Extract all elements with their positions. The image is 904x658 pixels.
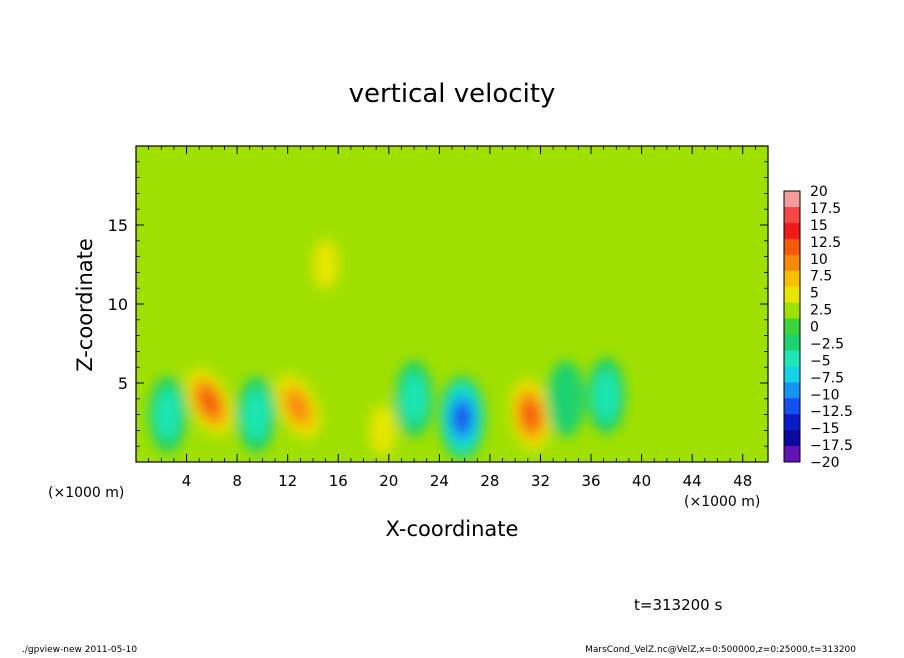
footer-right: MarsCond_VelZ.nc@VelZ,x=0:500000,z=0:250… — [585, 645, 856, 654]
field-cell-10 — [546, 360, 585, 437]
field-contour — [286, 391, 310, 423]
x-tick-label: 12 — [278, 472, 297, 490]
colorbar-label: −7.5 — [810, 370, 844, 386]
colorbar-segment — [784, 350, 800, 367]
colorbar-label: 7.5 — [810, 269, 832, 285]
colorbar: 2017.51512.5107.552.50−2.5−5−7.5−10−12.5… — [783, 184, 853, 471]
field-contour — [199, 388, 220, 416]
x-tick-label: 8 — [232, 472, 242, 490]
colorbar-segment — [784, 398, 800, 415]
x-unit-right: (×1000 m) — [684, 494, 760, 510]
colorbar-segment — [784, 334, 800, 351]
x-tick-label: 48 — [733, 472, 752, 490]
field-cell-7 — [148, 376, 187, 453]
colorbar-label: −15 — [810, 421, 840, 437]
field-cell-0 — [181, 362, 237, 442]
field-contour — [313, 240, 339, 289]
colorbar-label: −2.5 — [810, 336, 844, 352]
field-cell-9 — [395, 360, 434, 437]
colorbar-label: 17.5 — [810, 201, 841, 217]
x-tick-label: 20 — [379, 472, 398, 490]
y-axis-label: Z-coordinate — [73, 238, 97, 372]
colorbar-segment — [784, 414, 800, 431]
y-tick-label: 5 — [118, 374, 128, 393]
colorbar-segment — [784, 382, 800, 399]
field-cell-2 — [439, 375, 486, 460]
time-label: t=313200 s — [634, 596, 722, 614]
field-contour — [453, 403, 471, 433]
colorbar-label: −20 — [810, 455, 840, 471]
colorbar-label: 12.5 — [810, 235, 841, 251]
field-cell-8 — [237, 376, 276, 453]
x-tick-label: 28 — [480, 472, 499, 490]
field-cell-3 — [506, 372, 554, 457]
y-tick-label: 10 — [108, 295, 128, 314]
field-contour — [546, 360, 585, 437]
field-contour — [243, 266, 282, 342]
field-cell-5 — [306, 226, 345, 303]
colorbar-segment — [784, 191, 800, 208]
colorbar-segment — [784, 206, 800, 224]
y-tick-label: 15 — [108, 216, 128, 235]
colorbar-label: 0 — [810, 320, 819, 336]
colorbar-segment — [784, 446, 800, 463]
colorbar-segment — [784, 302, 800, 320]
colorbar-label: 10 — [810, 252, 828, 268]
colorbar-segment — [784, 254, 800, 272]
y-ticks: 5 10 15 — [108, 161, 768, 447]
colorbar-segment — [784, 318, 800, 335]
colorbar-label: 2.5 — [810, 303, 832, 319]
field-contour — [243, 390, 269, 439]
colorbar-segment — [784, 286, 800, 304]
colorbar-label: 5 — [810, 286, 819, 302]
colorbar-label: 20 — [810, 184, 828, 200]
x-tick-label: 24 — [430, 472, 449, 490]
colorbar-label: −10 — [810, 387, 840, 403]
x-tick-label: 36 — [581, 472, 600, 490]
field-features — [148, 226, 626, 462]
field-contour — [155, 390, 181, 439]
colorbar-segment — [784, 430, 800, 447]
colorbar-segment — [784, 238, 800, 256]
field-contour — [593, 371, 619, 421]
x-tick-label: 32 — [531, 472, 550, 490]
field-cell-11 — [243, 266, 282, 342]
field-cell-6 — [363, 392, 402, 462]
field-contour — [401, 374, 427, 424]
x-axis-label: X-coordinate — [386, 517, 519, 541]
colorbar-segment — [784, 366, 800, 383]
x-tick-label: 4 — [182, 472, 192, 490]
colorbar-label: −5 — [810, 353, 831, 369]
colorbar-label: 15 — [810, 218, 828, 234]
x-ticks: 4 8 12 16 20 24 28 32 36 40 44 48 — [148, 146, 756, 490]
colorbar-segment — [784, 270, 800, 288]
x-tick-label: 40 — [632, 472, 651, 490]
colorbar-segment — [784, 222, 800, 240]
field-cell-1 — [270, 367, 326, 446]
x-tick-label: 44 — [683, 472, 702, 490]
colorbar-label: −12.5 — [810, 404, 853, 420]
chart-title: vertical velocity — [349, 79, 556, 109]
footer-left: ./gpview-new 2011-05-10 — [22, 645, 137, 654]
x-unit-left: (×1000 m) — [48, 485, 124, 501]
field-cell-4 — [587, 357, 626, 434]
field-contour — [521, 400, 539, 429]
colorbar-frame — [783, 190, 801, 463]
x-tick-label: 16 — [329, 472, 348, 490]
colorbar-label: −17.5 — [810, 438, 853, 454]
field-contour — [369, 406, 396, 455]
